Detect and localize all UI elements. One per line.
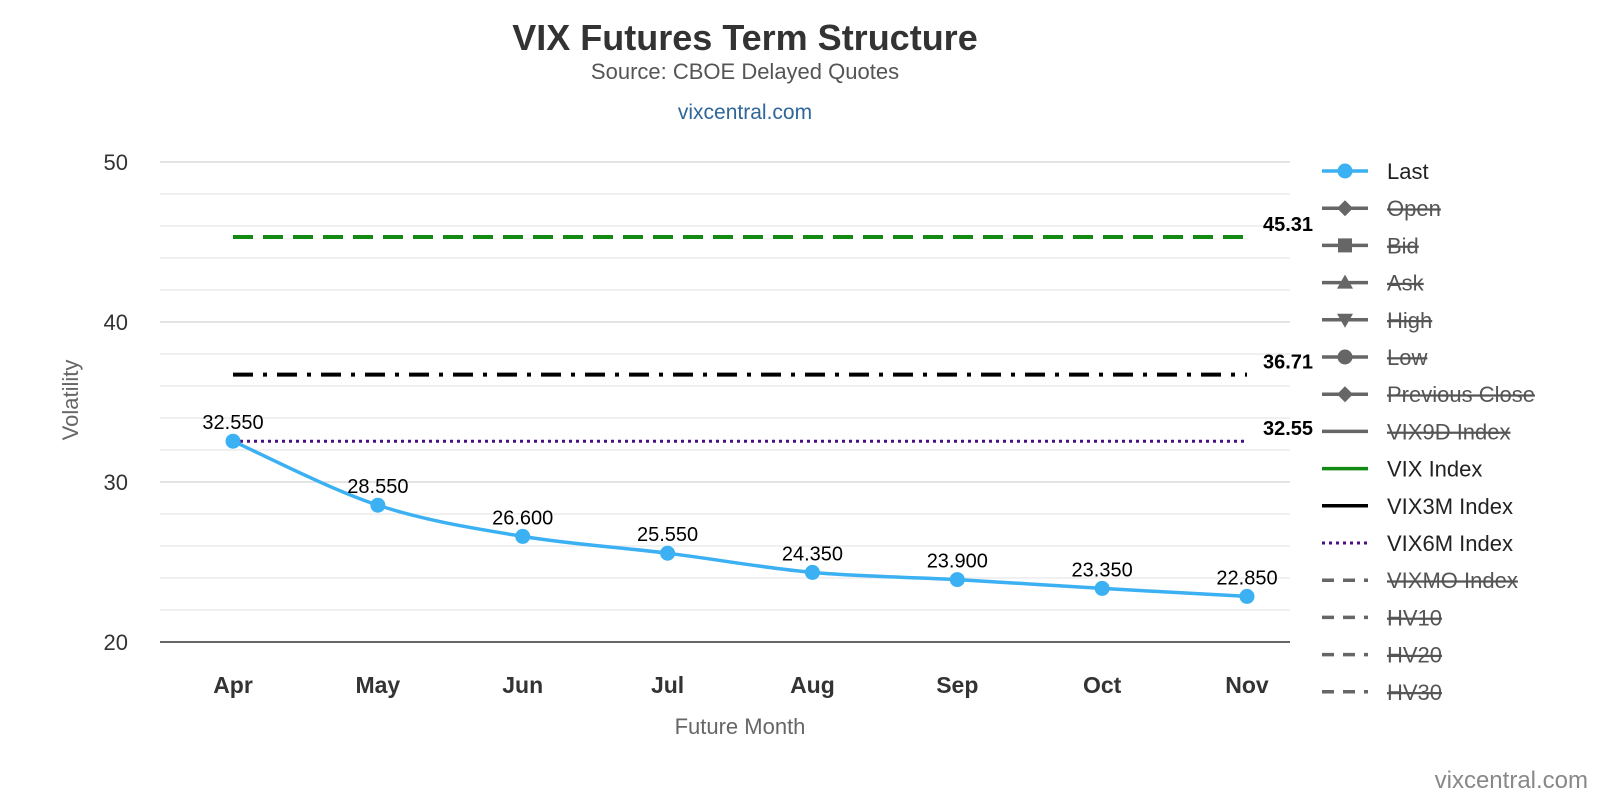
x-tick-label: Jul (651, 672, 684, 698)
legend-label: VIX3M Index (1387, 494, 1513, 519)
data-label: 22.850 (1216, 567, 1277, 589)
data-point[interactable] (804, 564, 820, 580)
legend-item-ask[interactable]: Ask (1322, 271, 1425, 296)
legend: Last Open Bid Ask High Low Previous Close VIX9D… (1322, 159, 1535, 705)
legend-label: VIXMO Index (1387, 568, 1518, 593)
y-tick-label: 50 (104, 150, 128, 175)
axes: 20 30 40 50 Apr May Jun Jul Aug Sep Oct Nov (104, 150, 1290, 698)
y-tick-label: 20 (104, 630, 128, 655)
legend-marker-triangle (1337, 274, 1353, 289)
x-tick-label: Aug (790, 672, 835, 698)
series-line-last (232, 439, 1248, 599)
x-tick-label: Apr (213, 672, 253, 698)
legend-item-high[interactable]: High (1322, 308, 1432, 333)
legend-label: Ask (1387, 271, 1425, 296)
legend-label: HV30 (1387, 680, 1442, 705)
data-point[interactable] (1239, 588, 1255, 604)
data-point[interactable] (949, 572, 965, 588)
legend-item-bid[interactable]: Bid (1322, 233, 1419, 258)
data-label: 32.550 (202, 412, 263, 434)
data-label: 23.350 (1072, 559, 1133, 581)
legend-item-vix9d-index[interactable]: VIX9D Index (1322, 419, 1511, 444)
legend-marker-circle (1337, 349, 1353, 365)
source-link[interactable]: vixcentral.com (678, 101, 812, 124)
data-point[interactable] (370, 497, 386, 513)
series-last: 32.550 28.550 26.600 25.550 24.350 23.900 23.3… (202, 412, 1278, 604)
data-point[interactable] (1094, 580, 1110, 596)
legend-label: VIX Index (1387, 457, 1482, 482)
credits-link[interactable]: vixcentral.com (1435, 767, 1588, 794)
legend-label: Bid (1387, 233, 1419, 258)
data-point[interactable] (515, 528, 531, 544)
legend-item-hv20[interactable]: HV20 (1322, 643, 1442, 668)
legend-item-vixmo-index[interactable]: VIXMO Index (1322, 568, 1518, 593)
legend-item-hv10[interactable]: HV10 (1322, 605, 1442, 630)
legend-label: HV10 (1387, 605, 1442, 630)
x-tick-label: Jun (502, 672, 543, 698)
legend-item-vix3m-index[interactable]: VIX3M Index (1322, 494, 1513, 519)
chart-subtitle: Source: CBOE Delayed Quotes (591, 59, 899, 84)
data-label: 28.550 (347, 476, 408, 498)
data-label: 23.900 (927, 551, 988, 573)
legend-item-previous-close[interactable]: Previous Close (1322, 382, 1535, 407)
legend-item-vix-index[interactable]: VIX Index (1322, 457, 1482, 482)
y-tick-label: 40 (104, 310, 128, 335)
legend-label: HV20 (1387, 643, 1442, 668)
legend-label: VIX9D Index (1387, 419, 1511, 444)
x-tick-label: Nov (1225, 672, 1269, 698)
chart-title: VIX Futures Term Structure (512, 17, 977, 58)
data-point[interactable] (660, 545, 676, 561)
legend-item-last[interactable]: Last (1322, 159, 1429, 184)
data-point[interactable] (225, 433, 241, 449)
legend-label: Previous Close (1387, 382, 1535, 407)
x-tick-label: May (355, 672, 400, 698)
legend-label: High (1387, 308, 1432, 333)
x-tick-label: Sep (936, 672, 978, 698)
legend-marker-square (1338, 238, 1352, 253)
legend-marker-circle (1337, 163, 1353, 179)
ref-line-label: 32.55 (1263, 418, 1313, 440)
legend-label: Last (1387, 159, 1429, 184)
data-label: 26.600 (492, 507, 553, 529)
y-axis-title: Volatility (58, 360, 83, 441)
ref-line-label: 36.71 (1263, 352, 1313, 374)
ref-line-label: 45.31 (1263, 214, 1313, 236)
legend-item-vix6m-index[interactable]: VIX6M Index (1322, 531, 1513, 556)
x-axis-title: Future Month (675, 714, 806, 739)
grid-lines (160, 161, 1290, 611)
legend-item-hv30[interactable]: HV30 (1322, 680, 1442, 705)
legend-marker-diamond (1337, 200, 1353, 217)
legend-label: Open (1387, 196, 1441, 221)
legend-label: Low (1387, 345, 1427, 370)
y-tick-label: 30 (104, 470, 128, 495)
legend-label: VIX6M Index (1387, 531, 1513, 556)
data-label: 24.350 (782, 543, 843, 565)
legend-marker-triangle-down (1337, 313, 1353, 328)
x-tick-label: Oct (1083, 672, 1122, 698)
reference-lines: 45.31 36.71 32.55 (233, 214, 1313, 443)
legend-item-low[interactable]: Low (1322, 345, 1427, 370)
legend-marker-diamond (1337, 386, 1353, 403)
legend-item-open[interactable]: Open (1322, 196, 1441, 221)
data-label: 25.550 (637, 524, 698, 546)
